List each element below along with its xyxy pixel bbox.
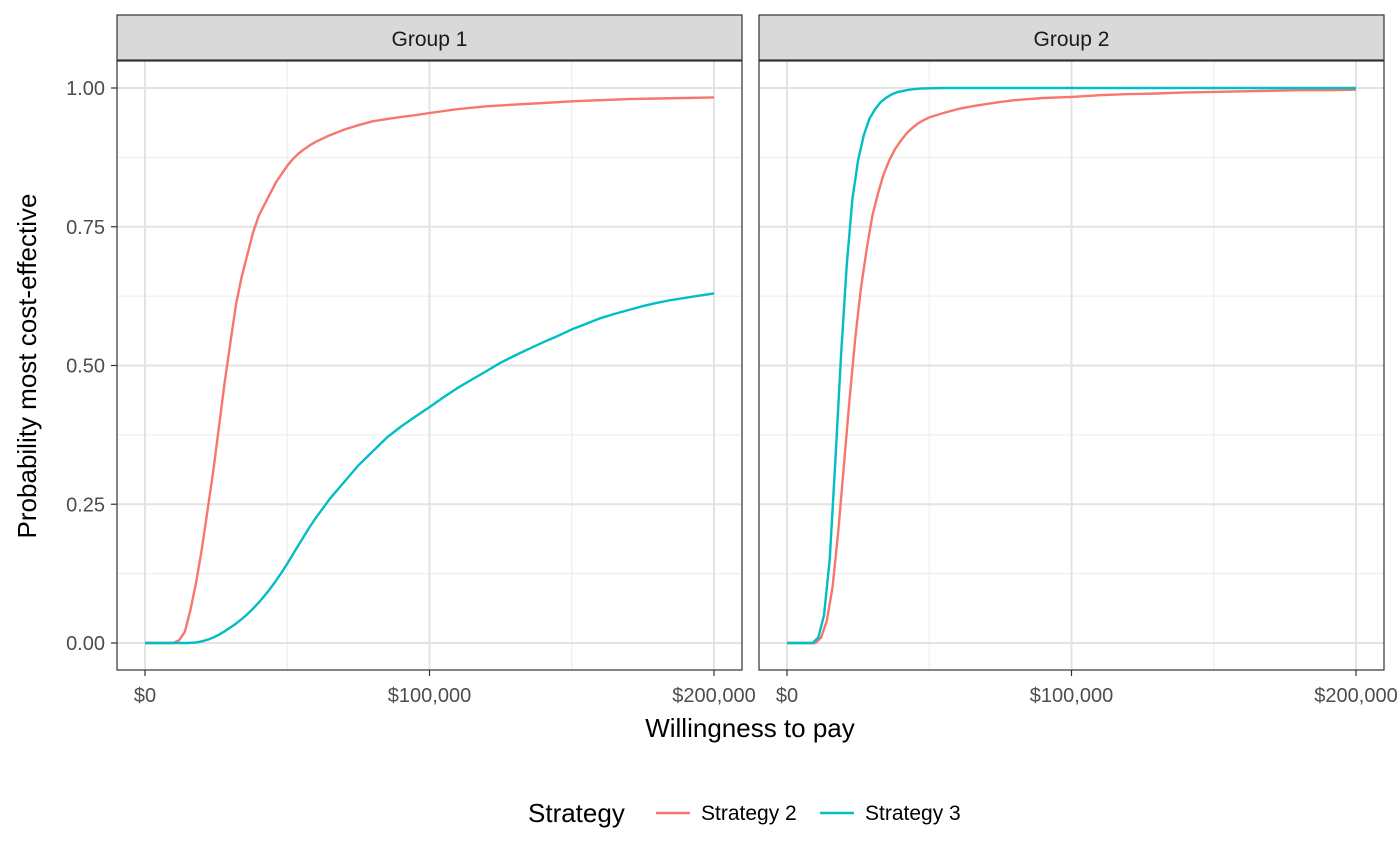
strip-group-2	[758, 14, 1385, 61]
x-tick-label: $100,000	[1030, 685, 1113, 707]
x-tick-label: $0	[134, 685, 156, 707]
legend-label-strategy-3: Strategy 3	[865, 802, 961, 825]
facet-panels: Group 1 0.00 0.25 0.50 0.75 1.00 $0 $100,000 $20…	[66, 14, 1398, 707]
series-line-group-1-strategy-2	[145, 96, 715, 645]
legend: Strategy Strategy 2 Strategy 3	[528, 798, 961, 828]
y-tick-label: 0.25	[66, 494, 105, 516]
strip-label-group-1: Group 1	[392, 28, 468, 51]
y-tick-label: 0.50	[66, 356, 105, 378]
legend-title: Strategy	[528, 798, 625, 828]
series-line-group-1-strategy-3	[145, 292, 715, 645]
y-axis-title: Probability most cost-effective	[12, 194, 42, 539]
x-tick-label: $200,000	[1314, 685, 1397, 707]
x-tick-label: $100,000	[388, 685, 471, 707]
y-tick-label: 0.00	[66, 633, 105, 655]
panel-group-2: Group 2 $0 $100,000 $200,000	[758, 14, 1398, 707]
y-tick-label: 0.75	[66, 217, 105, 239]
y-tick-label: 1.00	[66, 78, 105, 100]
x-axis-title: Willingness to pay	[645, 713, 855, 743]
series-line-group-2-strategy-2	[787, 88, 1357, 645]
series-line-group-2-strategy-3	[787, 86, 1356, 645]
legend-label-strategy-2: Strategy 2	[701, 802, 797, 825]
x-tick-label: $200,000	[672, 685, 755, 707]
strip-group-1	[116, 14, 743, 61]
panel-group-1: Group 1 0.00 0.25 0.50 0.75 1.00 $0 $100,000 $20…	[66, 14, 756, 707]
strip-label-group-2: Group 2	[1034, 28, 1110, 51]
x-tick-label: $0	[776, 685, 798, 707]
